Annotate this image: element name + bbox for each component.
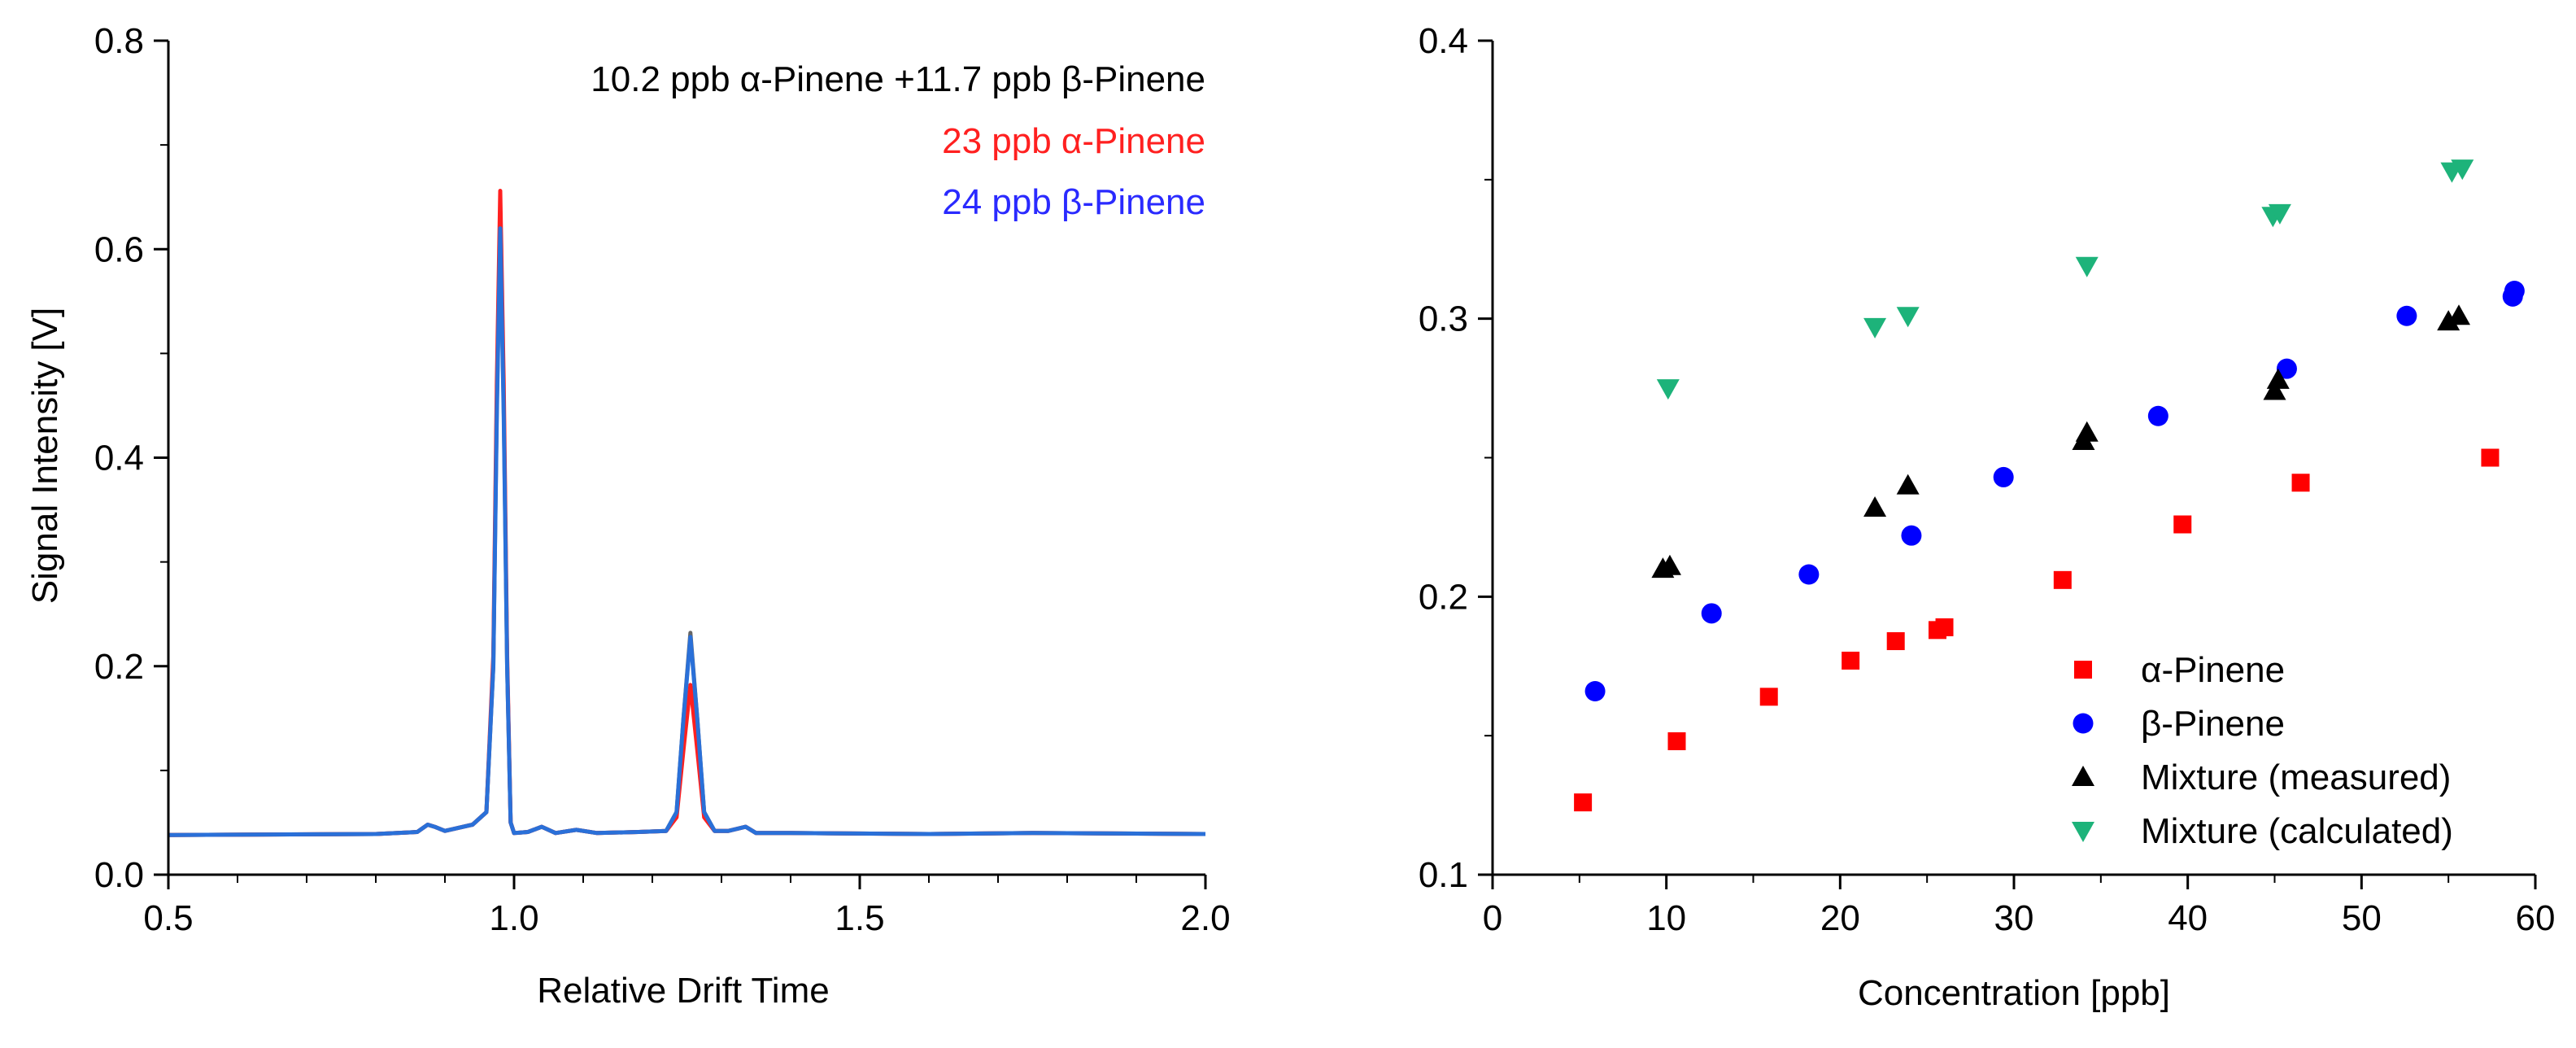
alpha-pinene-point	[1935, 618, 1954, 636]
spectrum-y-tick-label: 0.2	[94, 647, 144, 687]
trace-beta-pinene	[168, 226, 1206, 837]
spectrum-y-tick-label: 0.8	[94, 21, 144, 61]
spectrum-y-axis-title: Signal Intensity [V]	[25, 308, 65, 604]
mixture-calculated-point	[2451, 159, 2474, 181]
beta-pinene-point	[2396, 305, 2417, 326]
mixture-measured-point	[1658, 554, 1681, 575]
trace-label-mixture: 10.2 ppb α-Pinene +11.7 ppb β-Pinene	[591, 59, 1205, 99]
calibration-x-tick-label: 10	[1646, 898, 1686, 938]
beta-pinene-point	[1993, 466, 2014, 487]
trace-label-beta: 24 ppb β-Pinene	[942, 182, 1205, 222]
alpha-pinene-point	[2481, 448, 2500, 467]
legend-markers	[2072, 661, 2094, 842]
calibration-y-tick-label: 0.3	[1419, 299, 1468, 339]
mixture-measured-point	[2263, 379, 2286, 400]
alpha-pinene-point	[2291, 474, 2310, 492]
alpha-pinene-point	[1759, 688, 1778, 706]
calibration-axes	[1478, 39, 2537, 889]
calibration-x-tick-label: 50	[2342, 898, 2382, 938]
mixture-calculated-point	[1656, 379, 1680, 400]
spectrum-traces	[168, 189, 1206, 837]
legend-label-beta: β-Pinene	[2141, 704, 2285, 744]
beta-pinene-point	[2276, 358, 2297, 379]
legend-label-mixture-calculated: Mixture (calculated)	[2141, 811, 2453, 851]
mixture-measured-point	[1896, 474, 1920, 495]
legend-marker-beta	[2073, 713, 2094, 734]
calibration-x-tick-label: 0	[1483, 898, 1502, 938]
alpha-pinene-point	[1667, 732, 1686, 750]
legend-marker-mixture-calculated	[2072, 822, 2094, 842]
drift-spectrum-panel: 0.5 1.0 1.5 2.0 0.0 0.2 0.4 0.6 0.8 Relative Dr…	[25, 21, 1231, 1011]
mixture-measured-point	[2075, 421, 2099, 442]
mixture-measured-point	[2266, 368, 2290, 389]
calibration-y-tick-label: 0.4	[1419, 21, 1468, 61]
spectrum-y-tick-label: 0.4	[94, 439, 144, 478]
mixture-calculated-point	[2075, 256, 2099, 277]
spectrum-y-tick-labels: 0.0 0.2 0.4 0.6 0.8	[94, 21, 144, 895]
mixture-measured-point	[2437, 310, 2460, 331]
legend-marker-mixture-measured	[2072, 766, 2094, 786]
calibration-points	[1574, 159, 2525, 812]
beta-pinene-point	[1798, 564, 1820, 585]
mixture-calculated-point	[2268, 203, 2291, 225]
calibration-x-tick-label: 40	[2168, 898, 2208, 938]
calibration-x-tick-label: 20	[1820, 898, 1860, 938]
beta-pinene-point	[2504, 281, 2525, 301]
calibration-x-tick-label: 30	[1994, 898, 2034, 938]
trace-mixture	[168, 221, 1206, 837]
mixture-measured-point	[1863, 496, 1887, 517]
spectrum-axes	[154, 39, 1207, 889]
spectrum-x-tick-label: 2.0	[1180, 898, 1230, 938]
alpha-pinene-point	[2053, 570, 2072, 589]
calibration-y-tick-label: 0.2	[1419, 577, 1468, 617]
legend-label-alpha: α-Pinene	[2141, 650, 2285, 690]
alpha-pinene-point	[2173, 515, 2192, 534]
calibration-x-tick-label: 60	[2516, 898, 2556, 938]
calibration-x-tick-labels: 0 10 20 30 40 50 60	[1483, 898, 2556, 938]
alpha-pinene-point	[1842, 651, 1860, 670]
calibration-panel: 0 10 20 30 40 50 60 0.1 0.2 0.3 0.4 Concentration…	[1419, 21, 2556, 1013]
legend-marker-alpha	[2074, 661, 2092, 679]
beta-pinene-point	[1901, 525, 1922, 546]
mixture-calculated-point	[1863, 317, 1887, 338]
trace-label-alpha: 23 ppb α-Pinene	[942, 121, 1205, 161]
beta-pinene-point	[1701, 603, 1722, 624]
calibration-x-axis-title: Concentration [ppb]	[1858, 973, 2170, 1013]
calibration-y-tick-labels: 0.1 0.2 0.3 0.4	[1419, 21, 1468, 895]
mixture-measured-point	[2447, 304, 2470, 325]
beta-pinene-point	[1584, 681, 1606, 701]
spectrum-x-tick-label: 1.0	[489, 898, 538, 938]
spectrum-y-tick-label: 0.6	[94, 229, 144, 269]
alpha-pinene-point	[1886, 632, 1905, 650]
calibration-legend: α-Pinene β-Pinene Mixture (measured) Mix…	[2072, 650, 2453, 851]
mixture-calculated-point	[1896, 307, 1920, 328]
legend-label-mixture-measured: Mixture (measured)	[2141, 758, 2451, 797]
beta-pinene-point	[2147, 405, 2168, 426]
spectrum-x-axis-title: Relative Drift Time	[537, 971, 829, 1011]
trace-alpha-pinene	[168, 189, 1206, 837]
spectrum-y-tick-label: 0.0	[94, 855, 144, 895]
spectrum-x-tick-label: 0.5	[143, 898, 193, 938]
alpha-pinene-point	[1574, 793, 1593, 812]
spectrum-x-tick-label: 1.5	[835, 898, 884, 938]
spectrum-x-tick-labels: 0.5 1.0 1.5 2.0	[143, 898, 1230, 938]
calibration-y-tick-label: 0.1	[1419, 855, 1468, 895]
